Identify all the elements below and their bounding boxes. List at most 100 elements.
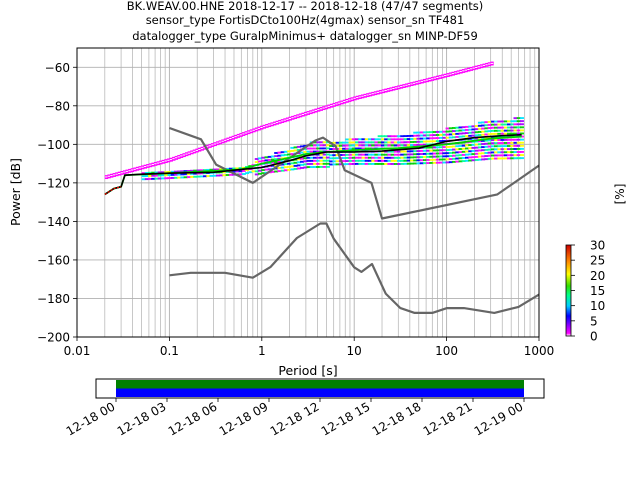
psd-cell bbox=[322, 165, 327, 168]
band-gap bbox=[146, 165, 150, 167]
psd-cell bbox=[503, 129, 508, 132]
psd-cell bbox=[287, 165, 292, 168]
band-gap bbox=[433, 77, 437, 79]
psd-cell bbox=[160, 171, 165, 174]
psd-cell bbox=[316, 144, 321, 147]
psd-cell bbox=[455, 129, 460, 132]
band-gap bbox=[299, 114, 302, 116]
band-gap bbox=[363, 95, 367, 97]
band-gap bbox=[350, 98, 354, 100]
psd-cell bbox=[384, 163, 389, 165]
psd-cell bbox=[487, 148, 492, 151]
psd-cell bbox=[303, 166, 308, 169]
psd-cell bbox=[361, 141, 366, 144]
psd-cell bbox=[435, 158, 440, 161]
psd-cell bbox=[510, 120, 515, 123]
psd-cell bbox=[426, 162, 431, 164]
psd-cell bbox=[351, 147, 356, 150]
psd-cell bbox=[377, 162, 382, 165]
psd-cell bbox=[519, 132, 524, 135]
psd-cell bbox=[300, 151, 305, 154]
band-gap bbox=[162, 161, 165, 163]
psd-cell bbox=[177, 176, 182, 179]
psd-cell bbox=[481, 133, 486, 136]
psd-cell bbox=[280, 151, 285, 154]
band-gap bbox=[444, 75, 447, 77]
psd-cell bbox=[193, 169, 198, 172]
psd-cell bbox=[296, 158, 301, 161]
psd-cell bbox=[481, 155, 486, 158]
psd-cell bbox=[296, 161, 301, 164]
psd-cell bbox=[487, 120, 492, 123]
band-gap bbox=[480, 65, 483, 67]
psd-cell bbox=[500, 123, 505, 126]
band-gap bbox=[345, 100, 349, 102]
psd-cell bbox=[325, 144, 330, 147]
psd-plot: 0.01 0.1 1 10 100 1000 −200 −180 −160 −140 −120 −1… bbox=[8, 47, 554, 378]
psd-cell bbox=[296, 149, 301, 151]
psd-cell bbox=[519, 141, 524, 144]
psd-cell bbox=[329, 160, 334, 163]
psd-cell bbox=[316, 153, 321, 156]
psd-cell bbox=[306, 147, 311, 150]
psd-cell bbox=[452, 157, 457, 160]
psd-cell bbox=[442, 152, 447, 155]
psd-cell bbox=[199, 175, 204, 178]
psd-cell bbox=[422, 137, 427, 140]
psd-cell bbox=[335, 157, 340, 160]
x-tick-label: 0.01 bbox=[64, 344, 91, 358]
psd-cell bbox=[338, 154, 343, 156]
plot-area bbox=[77, 48, 539, 337]
psd-cell bbox=[461, 132, 466, 135]
band-gap bbox=[281, 120, 284, 122]
psd-cell bbox=[481, 143, 486, 145]
psd-cell bbox=[164, 171, 169, 174]
psd-cell bbox=[374, 141, 379, 144]
psd-cell bbox=[232, 167, 237, 170]
band-gap bbox=[441, 75, 445, 77]
psd-cell bbox=[426, 131, 431, 134]
psd-cell bbox=[442, 146, 447, 149]
psd-cell bbox=[342, 141, 347, 144]
psd-cell bbox=[468, 150, 473, 153]
psd-cell bbox=[513, 138, 518, 141]
psd-cell bbox=[461, 157, 466, 159]
psd-cell bbox=[471, 128, 476, 131]
psd-cell bbox=[367, 153, 372, 156]
psd-cell bbox=[355, 162, 360, 165]
psd-cell bbox=[510, 138, 515, 141]
psd-cell bbox=[503, 148, 508, 151]
psd-cell bbox=[293, 168, 298, 170]
psd-cell bbox=[422, 152, 427, 155]
psd-cell bbox=[510, 144, 515, 147]
psd-cell bbox=[471, 143, 476, 146]
band-gap bbox=[330, 105, 333, 107]
figure-title: BK.WEAV.00.HNE 2018-12-17 -- 2018-12-18 … bbox=[127, 0, 484, 43]
band-gap bbox=[180, 155, 183, 157]
psd-cell bbox=[416, 159, 421, 162]
psd-cell bbox=[270, 158, 275, 161]
band-gap bbox=[490, 62, 494, 64]
band-gap bbox=[485, 64, 489, 66]
band-gap bbox=[392, 88, 395, 90]
psd-cell bbox=[303, 148, 308, 150]
psd-cell bbox=[332, 160, 337, 163]
psd-cell bbox=[490, 129, 495, 132]
psd-cell bbox=[261, 156, 266, 159]
psd-cell bbox=[510, 129, 515, 132]
colorbar-gradient bbox=[565, 244, 572, 337]
psd-cell bbox=[348, 141, 353, 144]
psd-cell bbox=[497, 139, 502, 141]
psd-cell bbox=[513, 148, 518, 150]
psd-cell bbox=[439, 149, 444, 152]
psd-cell bbox=[445, 133, 450, 136]
psd-cell bbox=[387, 135, 392, 138]
psd-cell bbox=[426, 134, 431, 137]
coverage-tick-label: 12-18 03 bbox=[115, 399, 169, 438]
psd-cell bbox=[487, 142, 492, 145]
psd-cell bbox=[435, 134, 440, 136]
psd-cell bbox=[484, 124, 489, 127]
psd-cell bbox=[296, 164, 301, 167]
psd-cell bbox=[500, 126, 505, 129]
coverage-tick-label: 12-18 00 bbox=[64, 399, 118, 438]
